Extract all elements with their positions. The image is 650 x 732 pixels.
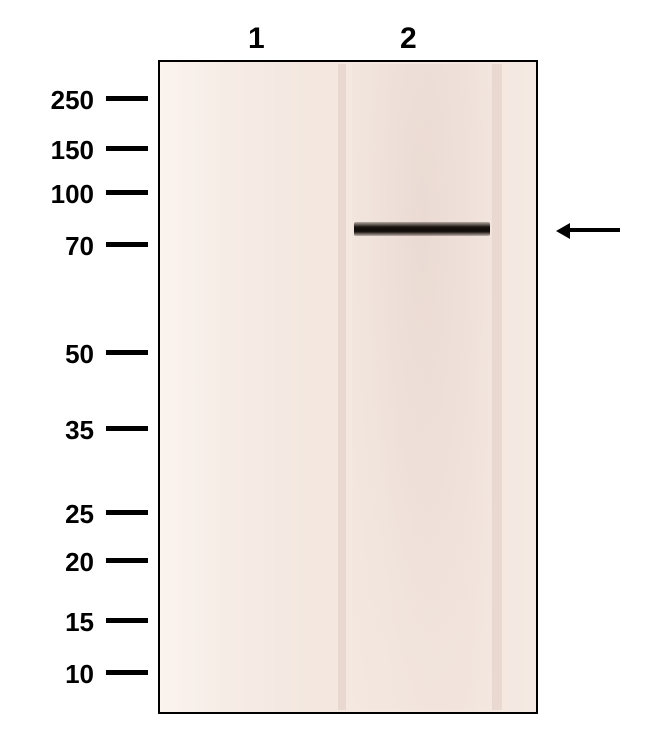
mw-label-25: 25 <box>65 499 94 530</box>
mw-label-150: 150 <box>51 135 94 166</box>
lane-streak-1 <box>492 64 502 710</box>
mw-label-100: 100 <box>51 179 94 210</box>
mw-tick-50 <box>106 350 148 355</box>
lane-label-2: 2 <box>400 22 417 56</box>
lane-streak-2 <box>352 64 492 710</box>
western-blot-figure: { "figure": { "type": "western-blot", "w… <box>0 0 650 732</box>
mw-tick-35 <box>106 426 148 431</box>
band-arrow-shaft <box>570 228 620 232</box>
mw-tick-15 <box>106 618 148 623</box>
mw-tick-250 <box>106 96 148 101</box>
mw-tick-70 <box>106 242 148 247</box>
mw-tick-25 <box>106 510 148 515</box>
mw-label-35: 35 <box>65 415 94 446</box>
lane-streak-0 <box>338 64 346 710</box>
band-arrow-head <box>556 223 570 239</box>
lane-label-1: 1 <box>248 22 265 56</box>
band-lane2 <box>354 222 490 236</box>
mw-tick-10 <box>106 670 148 675</box>
mw-label-70: 70 <box>65 231 94 262</box>
mw-tick-100 <box>106 190 148 195</box>
mw-tick-150 <box>106 146 148 151</box>
mw-label-20: 20 <box>65 547 94 578</box>
mw-label-250: 250 <box>51 85 94 116</box>
mw-tick-20 <box>106 558 148 563</box>
mw-label-50: 50 <box>65 339 94 370</box>
mw-label-10: 10 <box>65 659 94 690</box>
mw-label-15: 15 <box>65 607 94 638</box>
